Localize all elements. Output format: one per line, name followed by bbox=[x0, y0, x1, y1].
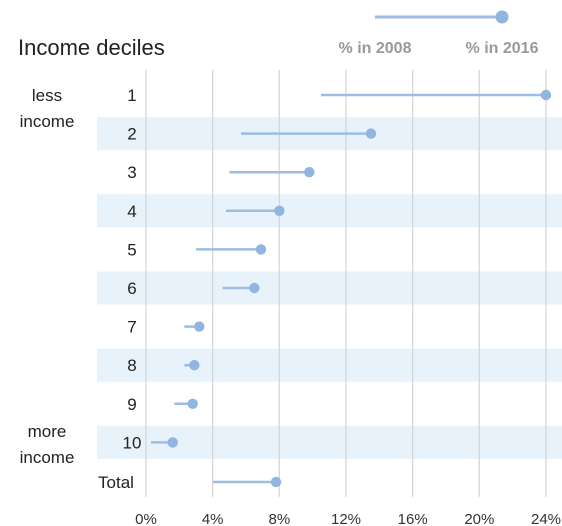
x-tick-label: 4% bbox=[202, 511, 224, 526]
x-tick-label: 16% bbox=[398, 511, 428, 526]
legend-dot bbox=[495, 10, 509, 24]
side-labels: less income more income bbox=[20, 86, 75, 467]
x-axis-tick-labels: 0% 4% 8% 12% 16% 20% 24% bbox=[135, 511, 561, 526]
row-band-8 bbox=[97, 348, 562, 382]
category-label-3: 3 bbox=[127, 163, 136, 182]
dumbbell-dot-10 bbox=[167, 437, 178, 448]
x-tick-label: 20% bbox=[464, 511, 494, 526]
x-tick-label: 0% bbox=[135, 511, 157, 526]
dumbbell-dot-7 bbox=[194, 321, 205, 332]
dumbbell-dot-1 bbox=[540, 89, 552, 101]
category-label-10: 10 bbox=[123, 433, 142, 452]
dumbbell-dot-4 bbox=[274, 205, 285, 216]
legend: % in 2008 % in 2016 bbox=[339, 10, 539, 57]
category-label-8: 8 bbox=[127, 356, 136, 375]
dumbbell-dot-5 bbox=[255, 244, 267, 255]
dumbbell-dot-6 bbox=[249, 282, 260, 294]
category-label-7: 7 bbox=[127, 318, 136, 337]
dumbbell-dot-2 bbox=[365, 128, 377, 139]
category-label-5: 5 bbox=[127, 240, 136, 259]
row-band-4 bbox=[97, 194, 562, 228]
gridlines bbox=[145, 70, 547, 497]
category-label-2: 2 bbox=[127, 125, 136, 144]
category-label-Total: Total bbox=[98, 473, 134, 492]
category-label-4: 4 bbox=[127, 202, 136, 221]
side-label-more: more bbox=[28, 422, 67, 441]
category-label-9: 9 bbox=[127, 395, 136, 414]
dumbbell-dot-Total bbox=[270, 476, 282, 488]
dumbbell-dot-3 bbox=[304, 167, 315, 178]
legend-start-label: % in 2008 bbox=[339, 40, 412, 57]
category-label-6: 6 bbox=[127, 279, 136, 298]
row-band-6 bbox=[97, 271, 562, 305]
chart-title: Income deciles bbox=[18, 35, 165, 60]
category-labels: 1 2 3 4 5 6 7 8 9 10 Total bbox=[98, 86, 141, 492]
side-label-income-bottom: income bbox=[20, 448, 75, 467]
x-tick-label: 12% bbox=[331, 511, 361, 526]
legend-end-label: % in 2016 bbox=[466, 40, 539, 57]
dumbbell-dot-8 bbox=[189, 360, 200, 371]
side-label-less: less bbox=[32, 86, 62, 105]
row-bands bbox=[97, 117, 562, 459]
dumbbell-dot-9 bbox=[187, 398, 198, 409]
x-tick-label: 24% bbox=[531, 511, 561, 526]
x-tick-label: 8% bbox=[268, 511, 290, 526]
dumbbell-marks bbox=[151, 89, 552, 488]
side-label-income-top: income bbox=[20, 112, 75, 131]
category-label-1: 1 bbox=[127, 86, 136, 105]
